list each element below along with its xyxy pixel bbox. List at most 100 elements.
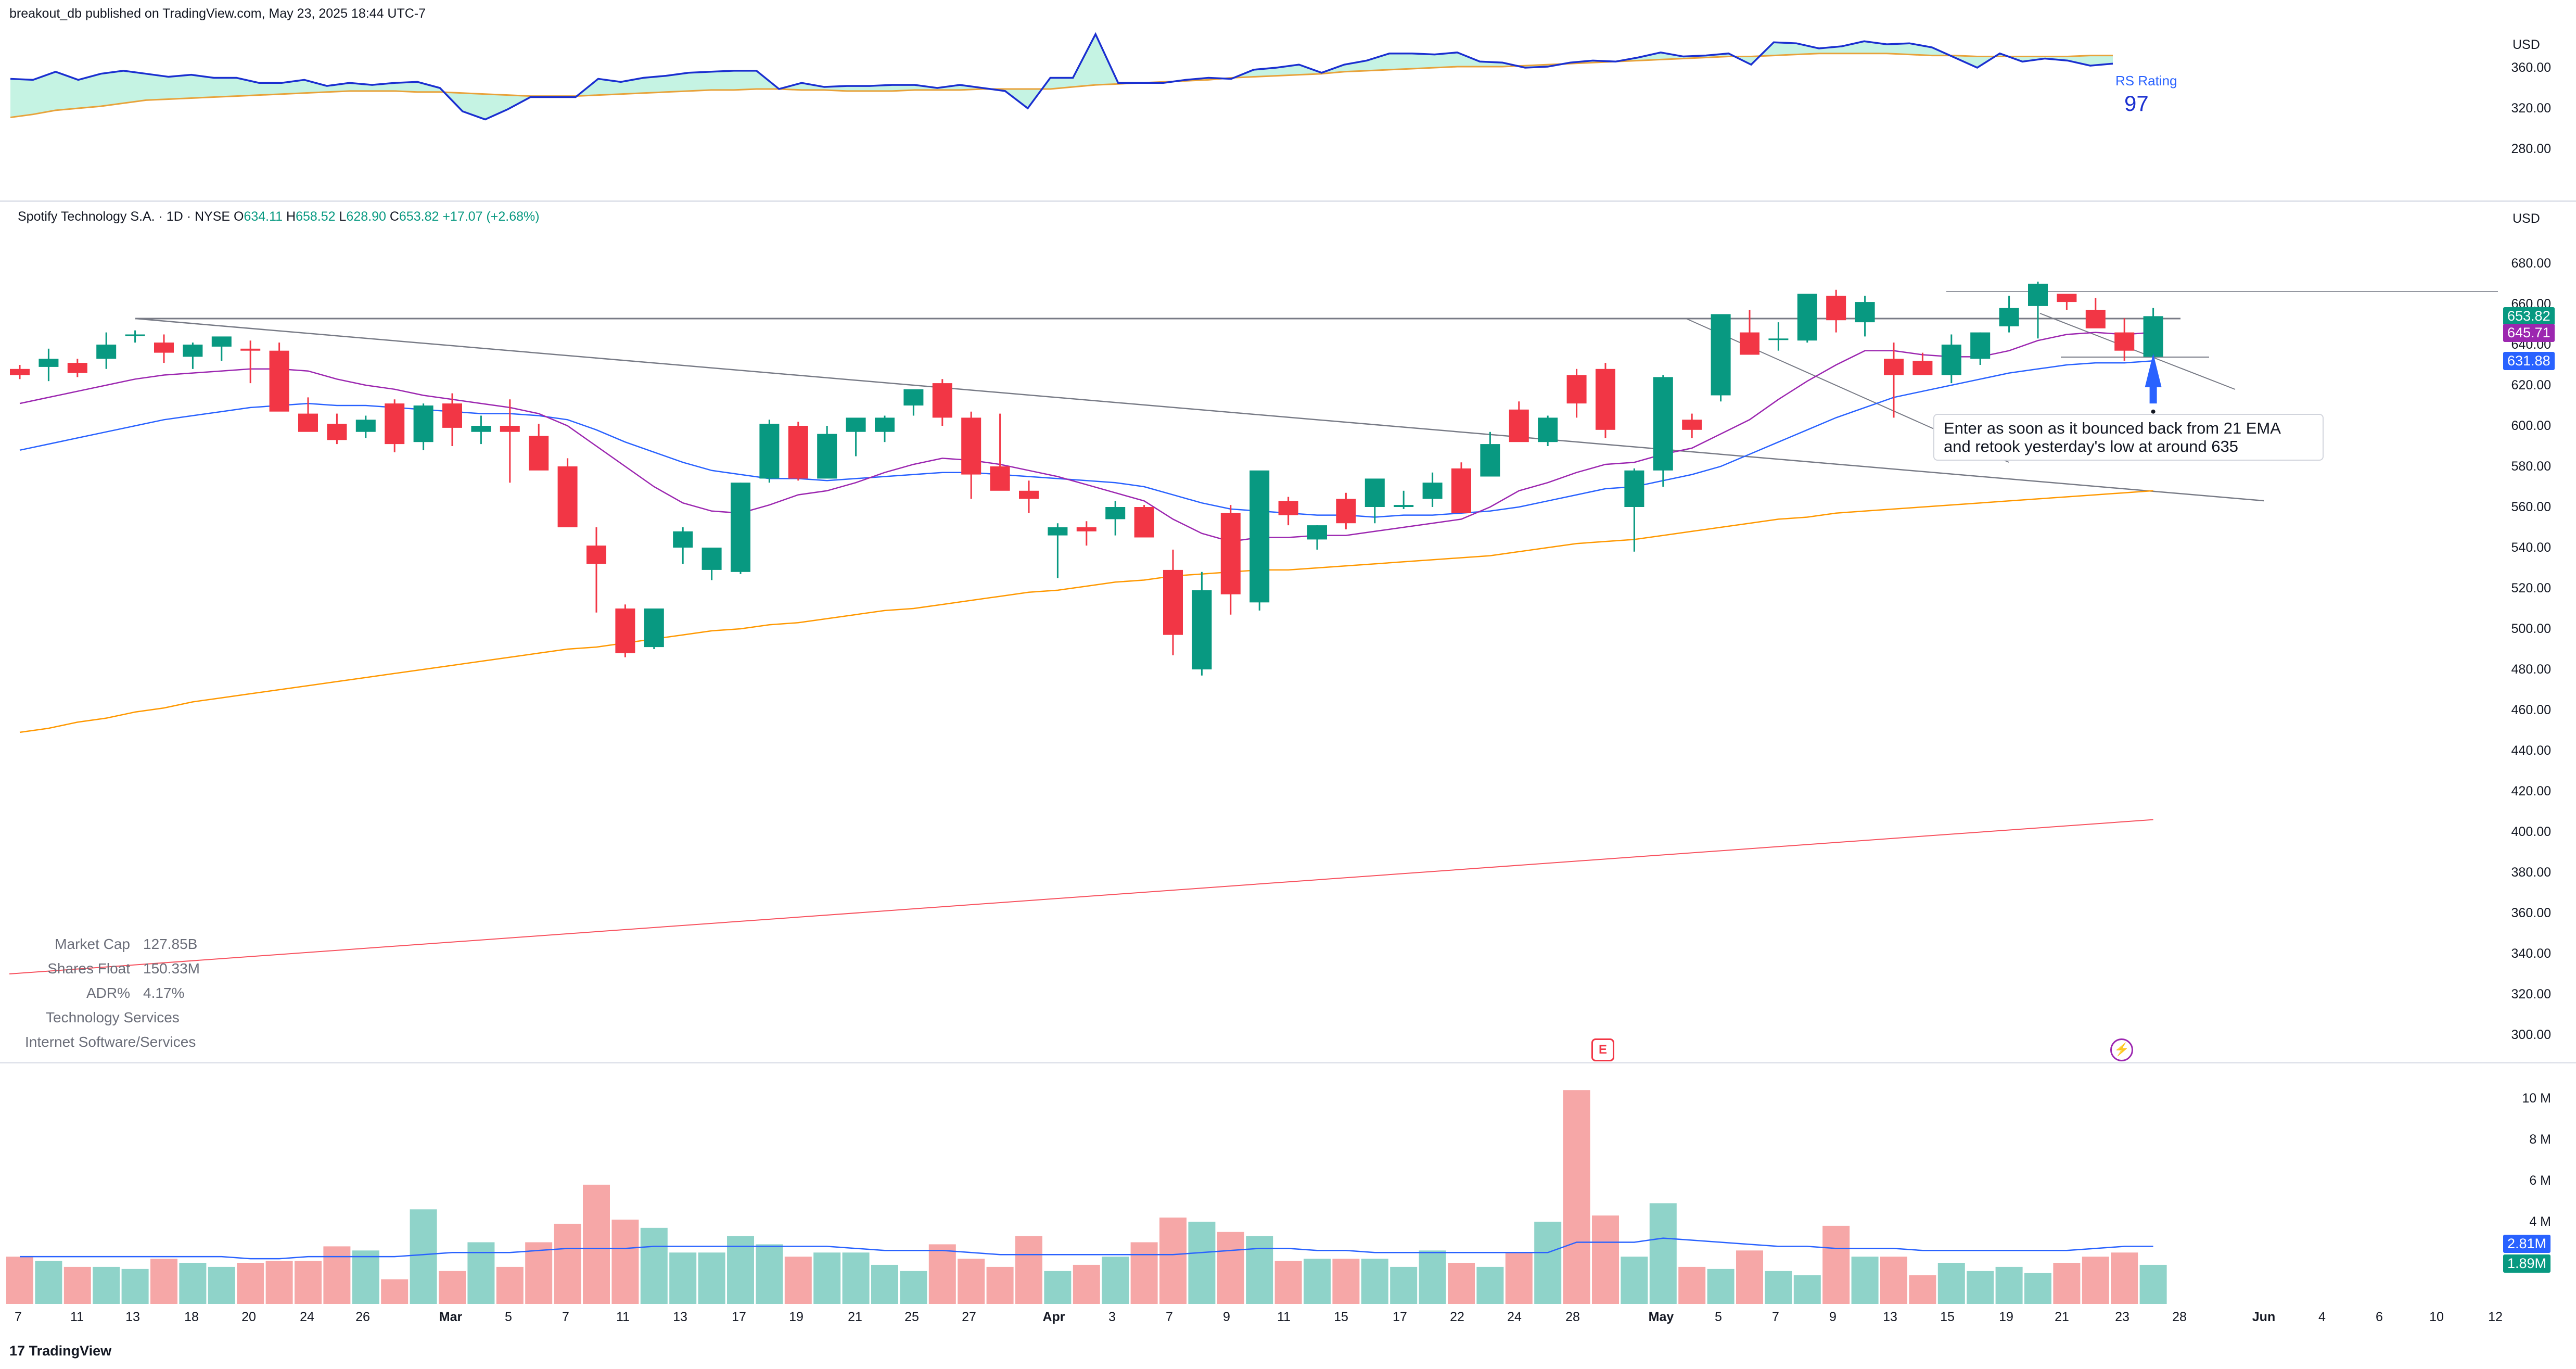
candle-body bbox=[1711, 314, 1731, 396]
volume-bar bbox=[496, 1266, 524, 1304]
time-tick: 15 bbox=[1334, 1310, 1348, 1324]
candle-body bbox=[211, 336, 232, 347]
candle-body bbox=[1336, 499, 1356, 524]
time-tick: 12 bbox=[2488, 1310, 2503, 1324]
candle-body bbox=[846, 417, 866, 432]
volume-bar bbox=[611, 1220, 639, 1304]
volume-bar bbox=[410, 1209, 437, 1304]
time-tick: 21 bbox=[848, 1310, 862, 1324]
time-tick: 19 bbox=[789, 1310, 804, 1324]
volume-bar bbox=[1102, 1257, 1129, 1304]
candle-body bbox=[1538, 417, 1558, 442]
currency-label-rs[interactable]: USD bbox=[2513, 37, 2540, 52]
price-tick: 400.00 bbox=[2511, 825, 2551, 839]
rs-tick: 360.00 bbox=[2511, 60, 2551, 75]
earnings-event-icon[interactable]: E bbox=[1591, 1038, 1614, 1061]
time-tick: 11 bbox=[1277, 1310, 1291, 1324]
candle-body bbox=[385, 403, 405, 445]
volume-bar bbox=[381, 1279, 409, 1304]
stat-row-adr: ADR% 4.17% bbox=[21, 981, 200, 1005]
candle-body bbox=[1422, 483, 1443, 499]
candle-body bbox=[1653, 377, 1673, 471]
candle-body bbox=[2143, 316, 2163, 357]
volume-average-line bbox=[20, 1237, 2153, 1260]
volume-bar bbox=[1476, 1266, 1504, 1304]
time-tick: 20 bbox=[241, 1310, 256, 1324]
volume-bar bbox=[35, 1261, 62, 1304]
price-tick: 580.00 bbox=[2511, 459, 2551, 474]
price-badge-ema21: 631.88 bbox=[2503, 351, 2555, 370]
rs-rating-value: 97 bbox=[2124, 91, 2149, 116]
candle-body bbox=[875, 417, 895, 432]
currency-label-price[interactable]: USD bbox=[2513, 211, 2540, 226]
candle-body bbox=[586, 546, 606, 564]
candle-body bbox=[10, 369, 30, 375]
stat-row-shares-float: Shares Float 150.33M bbox=[21, 956, 200, 981]
candle-body bbox=[1192, 590, 1212, 669]
candle-body bbox=[1134, 507, 1154, 538]
tradingview-logo[interactable]: 17 TradingView bbox=[9, 1343, 111, 1359]
price-tick: 560.00 bbox=[2511, 500, 2551, 514]
candle-body bbox=[1768, 338, 1789, 340]
candle-body bbox=[355, 420, 376, 432]
volume-bar bbox=[1621, 1257, 1648, 1304]
candle-body bbox=[1740, 332, 1759, 355]
stat-industry: Internet Software/Services bbox=[25, 1034, 196, 1050]
candle-body bbox=[500, 426, 520, 432]
volume-bar bbox=[871, 1264, 898, 1304]
stat-label: Market Cap bbox=[55, 936, 130, 952]
price-tick: 600.00 bbox=[2511, 419, 2551, 433]
stat-value: 4.17% bbox=[143, 985, 185, 1001]
dividend-event-icon[interactable]: ⚡ bbox=[2110, 1038, 2133, 1061]
candle-body bbox=[990, 466, 1010, 491]
price-tick: 480.00 bbox=[2511, 662, 2551, 677]
ema21-line bbox=[19, 360, 2153, 518]
volume-bar bbox=[1995, 1266, 2023, 1304]
price-tick: 440.00 bbox=[2511, 743, 2551, 758]
price-tick: 680.00 bbox=[2511, 256, 2551, 271]
volume-tick: 10 M bbox=[2522, 1091, 2551, 1106]
volume-bar bbox=[1044, 1271, 1072, 1304]
volume-tick: 8 M bbox=[2529, 1132, 2551, 1147]
pane-divider-top[interactable] bbox=[0, 200, 2576, 202]
time-tick: 22 bbox=[1450, 1310, 1464, 1324]
volume-bar bbox=[1505, 1252, 1533, 1304]
candle-body bbox=[1364, 478, 1385, 507]
buy-arrow-icon bbox=[2145, 353, 2162, 404]
annotation-line-1: Enter as soon as it bounced back from 21… bbox=[1944, 419, 2281, 437]
volume-bar bbox=[6, 1257, 33, 1304]
time-tick: 26 bbox=[355, 1310, 370, 1324]
volume-bar bbox=[842, 1252, 870, 1304]
volume-bar bbox=[1332, 1259, 1360, 1304]
volume-bar bbox=[93, 1266, 120, 1304]
rs-tick: 280.00 bbox=[2511, 142, 2551, 156]
volume-bar bbox=[1246, 1236, 1273, 1304]
candle-body bbox=[702, 548, 722, 570]
candle-body bbox=[817, 434, 837, 479]
pane-divider-volume[interactable] bbox=[0, 1062, 2576, 1063]
volume-bar bbox=[265, 1261, 293, 1304]
stat-row-market-cap: Market Cap 127.85B bbox=[21, 932, 200, 956]
volume-bar bbox=[352, 1250, 379, 1304]
price-tick: 540.00 bbox=[2511, 540, 2551, 555]
descending-trendline bbox=[135, 318, 2264, 502]
candle-body bbox=[1566, 375, 1587, 404]
candle-body bbox=[557, 466, 578, 527]
stat-label: ADR% bbox=[86, 985, 130, 1001]
price-tick: 500.00 bbox=[2511, 622, 2551, 636]
symbol-name: Spotify Technology S.A. · 1D · NYSE bbox=[18, 209, 231, 224]
volume-bar bbox=[1073, 1264, 1100, 1304]
candle-body bbox=[471, 426, 491, 432]
candle-body bbox=[413, 405, 433, 442]
volume-bar bbox=[525, 1242, 553, 1304]
logo-mark: 17 bbox=[9, 1343, 25, 1359]
candle-body bbox=[1682, 420, 1702, 430]
volume-bar bbox=[208, 1266, 235, 1304]
time-tick: 24 bbox=[1507, 1310, 1522, 1324]
volume-bar bbox=[756, 1244, 783, 1304]
trade-annotation[interactable]: Enter as soon as it bounced back from 21… bbox=[1933, 414, 2324, 461]
time-tick: 4 bbox=[2318, 1310, 2326, 1324]
candle-body bbox=[1855, 302, 1875, 323]
price-tick: 420.00 bbox=[2511, 784, 2551, 798]
